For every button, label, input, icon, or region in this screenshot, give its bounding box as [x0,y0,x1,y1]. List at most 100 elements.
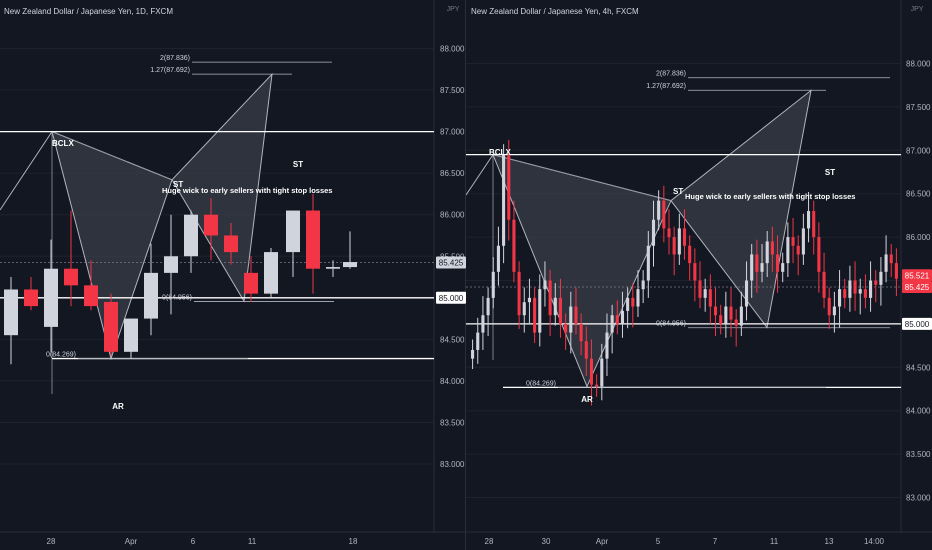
price-tag-text: 85.000 [905,320,930,329]
candle-body [744,280,749,307]
candle-body [512,219,516,272]
candle-body [698,280,702,298]
candle-body [688,245,692,264]
candle-body [605,332,609,359]
4h-chart-svg[interactable]: 83.00083.50084.00084.50085.00085.50086.0… [466,0,932,550]
candle-body [491,271,495,298]
chart-annotation: BCLX [52,139,74,148]
symbol-title: New Zealand Dollar / Japanese Yen, 1D, F… [4,7,173,16]
chart-annotation: AR [581,395,593,404]
candle-body [879,271,883,285]
candle-body [719,315,723,324]
x-tick-label: 6 [191,537,196,546]
candle-body [476,332,480,350]
candle-body [657,200,661,220]
candle-body [646,245,650,281]
candle-body [703,289,707,298]
candle-body [682,228,687,246]
chart-annotation: AR [112,402,124,411]
y-tick-label: 87.000 [906,146,931,155]
candle-body [729,306,733,320]
candle-body [471,349,475,359]
candle-body [533,297,537,333]
candle-body [522,302,526,316]
candle-body [264,252,278,294]
candle-body [579,323,583,342]
candle-body [569,306,573,333]
candle-body [164,256,178,273]
y-tick-label: 83.500 [440,418,465,427]
candle-body [620,310,625,324]
pattern-triangle-xab [492,153,672,388]
candle-body [543,280,547,290]
chart-pane-4h[interactable]: 83.00083.50084.00084.50085.00085.50086.0… [466,0,932,550]
candle-body [517,271,521,316]
price-tag-text: 85.000 [439,294,464,303]
y-tick-label: 84.500 [906,363,931,372]
y-tick-label: 84.000 [440,377,465,386]
y-tick-label: 86.500 [440,169,465,178]
candle-body [822,271,826,298]
candle-body [760,263,764,272]
x-tick-label: 7 [713,537,718,546]
candle-body [589,358,594,385]
candle-body [677,228,681,255]
candle-body [626,297,630,311]
fib-level-label: 2(87.836) [656,71,686,78]
candle-body [44,268,58,327]
candle-body [672,237,676,255]
fib-level-label: 0(84.956) [162,294,192,301]
candle-body [610,315,614,333]
candle-body [502,154,506,246]
y-tick-label: 84.000 [906,407,931,416]
candle-body [827,297,831,316]
y-tick-label: 84.500 [440,335,465,344]
candle-body [693,263,697,281]
candle-body [858,289,862,294]
fib-level-label: 1.27(87.692) [646,83,686,90]
daily-chart-svg[interactable]: 83.00083.50084.00084.50085.00085.50086.0… [0,0,466,550]
candle-body [64,268,78,286]
candle-body [765,241,769,264]
y-tick-label: 83.000 [906,494,931,503]
x-tick-label: 11 [770,537,779,546]
y-tick-label: 87.500 [906,103,931,112]
candle-body [863,289,867,298]
y-tick-label: 86.500 [906,190,931,199]
chart-annotation: ST [293,160,303,169]
candle-body [750,254,754,281]
currency-label: JPY [446,6,460,13]
candle-body [496,245,500,272]
x-tick-label: Apr [596,537,609,546]
candle-body [894,263,898,279]
y-tick-label: 87.000 [440,128,465,137]
candle-body [4,289,18,336]
candle-body [651,219,656,246]
candle-body [843,289,847,298]
price-tag-text: 85.425 [905,283,930,292]
price-tag-text: 85.521 [905,271,930,280]
chart-annotation: ST [825,168,835,177]
chart-pane-daily[interactable]: 83.00083.50084.00084.50085.00085.50086.0… [0,0,466,550]
x-tick-label: Apr [125,537,138,546]
candle-body [548,280,552,316]
candle-body [641,280,645,290]
candle-body [791,237,795,246]
fib-level-label: 1.27(87.692) [150,67,190,74]
candle-body [636,289,640,307]
candle-body [574,306,578,324]
pattern-xb-edge [51,131,173,181]
candle-body [584,341,588,359]
pattern-xb-edge [492,154,672,202]
candle-body [144,272,158,319]
candle-body [553,297,557,316]
candle-body [184,214,198,257]
candle-body [812,211,816,238]
candle-body [326,267,340,269]
candle-body [527,297,531,303]
fib-level-label: 0(84.956) [656,321,686,328]
candle-body [838,289,842,307]
candle-body [558,297,563,324]
y-tick-label: 88.000 [906,60,931,69]
candle-body [631,297,635,307]
